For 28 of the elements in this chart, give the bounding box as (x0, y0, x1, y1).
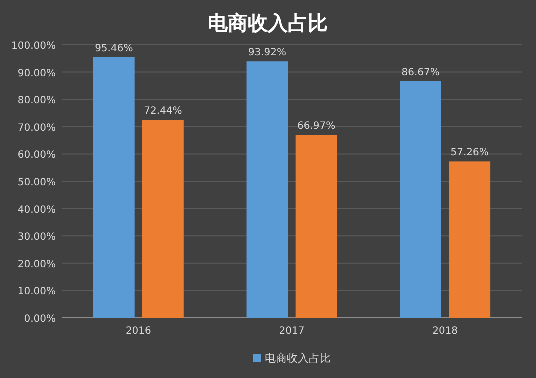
y-tick-label: 70.00% (18, 122, 56, 134)
data-label: 86.67% (402, 67, 440, 78)
y-tick-label: 10.00% (18, 286, 56, 298)
bar (142, 120, 184, 318)
y-tick-label: 40.00% (18, 204, 56, 216)
y-tick-label: 0.00% (24, 314, 56, 325)
legend-label: 电商收入占比 (265, 352, 331, 365)
y-tick-label: 60.00% (18, 150, 56, 162)
data-label: 72.44% (144, 106, 182, 118)
data-label: 66.97% (297, 121, 336, 132)
y-tick-label: 50.00% (18, 178, 56, 188)
bar (93, 57, 135, 318)
bar (246, 62, 288, 318)
x-tick-label: 2017 (279, 326, 305, 337)
y-tick-label: 20.00% (18, 259, 56, 270)
y-tick-label: 30.00% (18, 232, 56, 244)
bar (449, 162, 491, 318)
chart-title: 电商收入占比 (208, 11, 328, 35)
x-tick-label: 2016 (126, 326, 152, 337)
y-tick-label: 100.00% (12, 41, 56, 52)
y-tick-label: 80.00% (18, 96, 56, 107)
x-tick-label: 2018 (432, 326, 458, 337)
data-label: 57.26% (450, 148, 489, 159)
y-tick-label: 90.00% (18, 68, 56, 80)
bar (296, 135, 338, 318)
bar (400, 81, 442, 318)
data-label: 93.92% (248, 48, 287, 59)
data-label: 95.46% (95, 43, 134, 54)
